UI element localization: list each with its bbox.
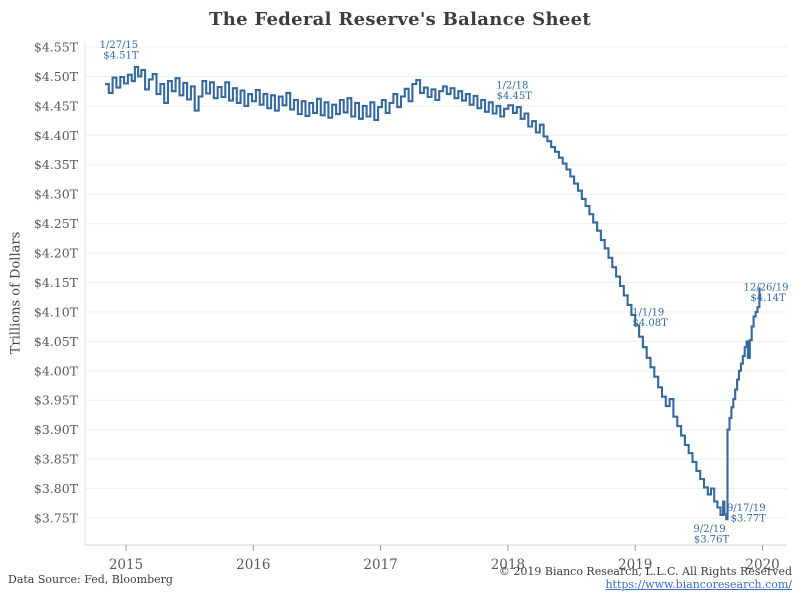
y-tick-label: $4.15T — [34, 275, 79, 290]
x-tick-label: 2017 — [363, 557, 397, 573]
y-tick-label: $4.05T — [34, 334, 79, 349]
annotation-value: $3.76T — [694, 535, 730, 546]
annotation-date: 9/17/19 — [727, 503, 766, 514]
annotation-date: 9/2/19 — [693, 524, 725, 535]
y-tick-label: $4.45T — [34, 98, 79, 113]
footer-right: © 2019 Bianco Research, L.L.C. All Right… — [499, 565, 792, 591]
chart-title: The Federal Reserve's Balance Sheet — [209, 9, 591, 30]
x-tick-label: 2018 — [491, 557, 525, 573]
biancoresearch-link[interactable]: https://www.biancoresearch.com/ — [605, 578, 792, 591]
y-tick-label: $4.10T — [34, 304, 79, 319]
annotation-value: $4.14T — [750, 293, 786, 304]
copyright-note: © 2019 Bianco Research, L.L.C. All Right… — [498, 565, 792, 578]
y-tick-label: $4.20T — [34, 246, 79, 261]
x-tick-label: 2016 — [236, 557, 270, 573]
y-tick-label: $3.85T — [34, 452, 79, 467]
series-line — [105, 65, 761, 521]
annotation-date: 12/26/19 — [744, 282, 789, 293]
annotation-date: 1/27/15 — [100, 40, 139, 51]
y-tick-label: $3.75T — [34, 511, 79, 526]
y-tick-label: $4.25T — [34, 216, 79, 231]
annotation-value: $4.45T — [497, 91, 533, 102]
y-tick-label: $4.55T — [34, 40, 79, 55]
x-tick-label: 2020 — [745, 557, 779, 573]
y-tick-label: $4.35T — [34, 157, 79, 172]
y-tick-label: $4.40T — [34, 128, 79, 143]
x-tick-label: 2019 — [618, 557, 652, 573]
y-tick-label: $4.30T — [34, 187, 79, 202]
y-tick-label: $4.00T — [34, 363, 79, 378]
y-tick-label: $3.90T — [34, 422, 79, 437]
y-tick-label: $4.50T — [34, 69, 79, 84]
data-source-note: Data Source: Fed, Bloomberg — [8, 573, 173, 586]
x-tick-label: 2015 — [109, 557, 143, 573]
annotation-value: $3.77T — [731, 514, 767, 525]
annotation-date: 1/1/19 — [632, 308, 664, 319]
annotation-value: $4.51T — [103, 51, 139, 62]
annotation-date: 1/2/18 — [496, 80, 528, 91]
y-tick-label: $3.95T — [34, 393, 79, 408]
y-tick-label: $3.80T — [34, 481, 79, 496]
annotation-value: $4.08T — [633, 318, 669, 329]
